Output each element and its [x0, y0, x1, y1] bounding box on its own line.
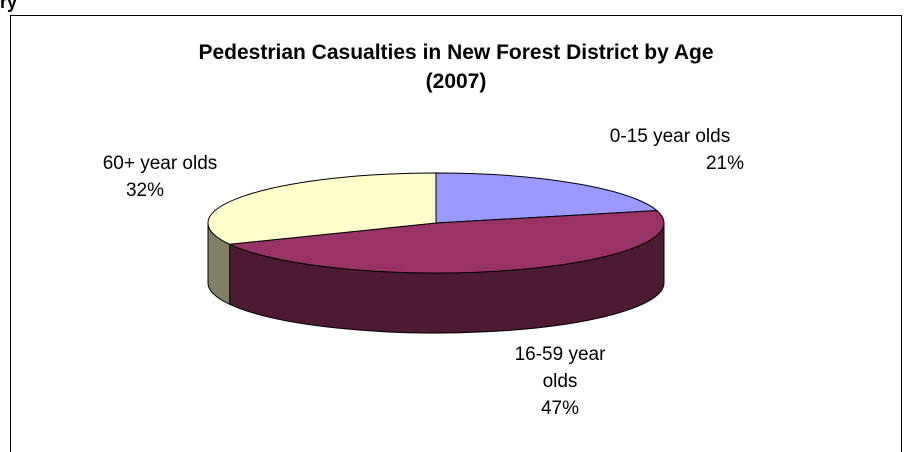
chart-frame	[10, 15, 902, 452]
slice-label-60plus-name: 60+ year olds	[102, 153, 218, 174]
slice-label-0-15-pct: 21%	[705, 153, 745, 174]
slice-label-16-59-name2: olds	[542, 371, 578, 392]
chart-title-line2: (2007)	[425, 70, 487, 93]
pie-slice-0-15-year-olds	[435, 172, 659, 224]
chart-title-line1: Pedestrian Casualties in New Forest Dist…	[198, 41, 714, 64]
pie-slice-60-year-olds	[207, 172, 437, 245]
pie-slice-16-59-year-olds	[227, 210, 665, 274]
slice-label-16-59-pct: 47%	[540, 398, 580, 419]
slice-label-60plus-pct: 32%	[125, 180, 165, 201]
slice-label-0-15: 0-15 year olds 21%	[560, 123, 780, 177]
slice-label-16-59: 16-59 year olds 47%	[470, 341, 650, 422]
slice-label-0-15-name: 0-15 year olds	[609, 126, 731, 147]
slice-label-60plus: 60+ year olds 32%	[60, 150, 260, 204]
clipped-top-text: ry	[0, 0, 18, 12]
slice-label-16-59-name1: 16-59 year	[514, 344, 606, 365]
